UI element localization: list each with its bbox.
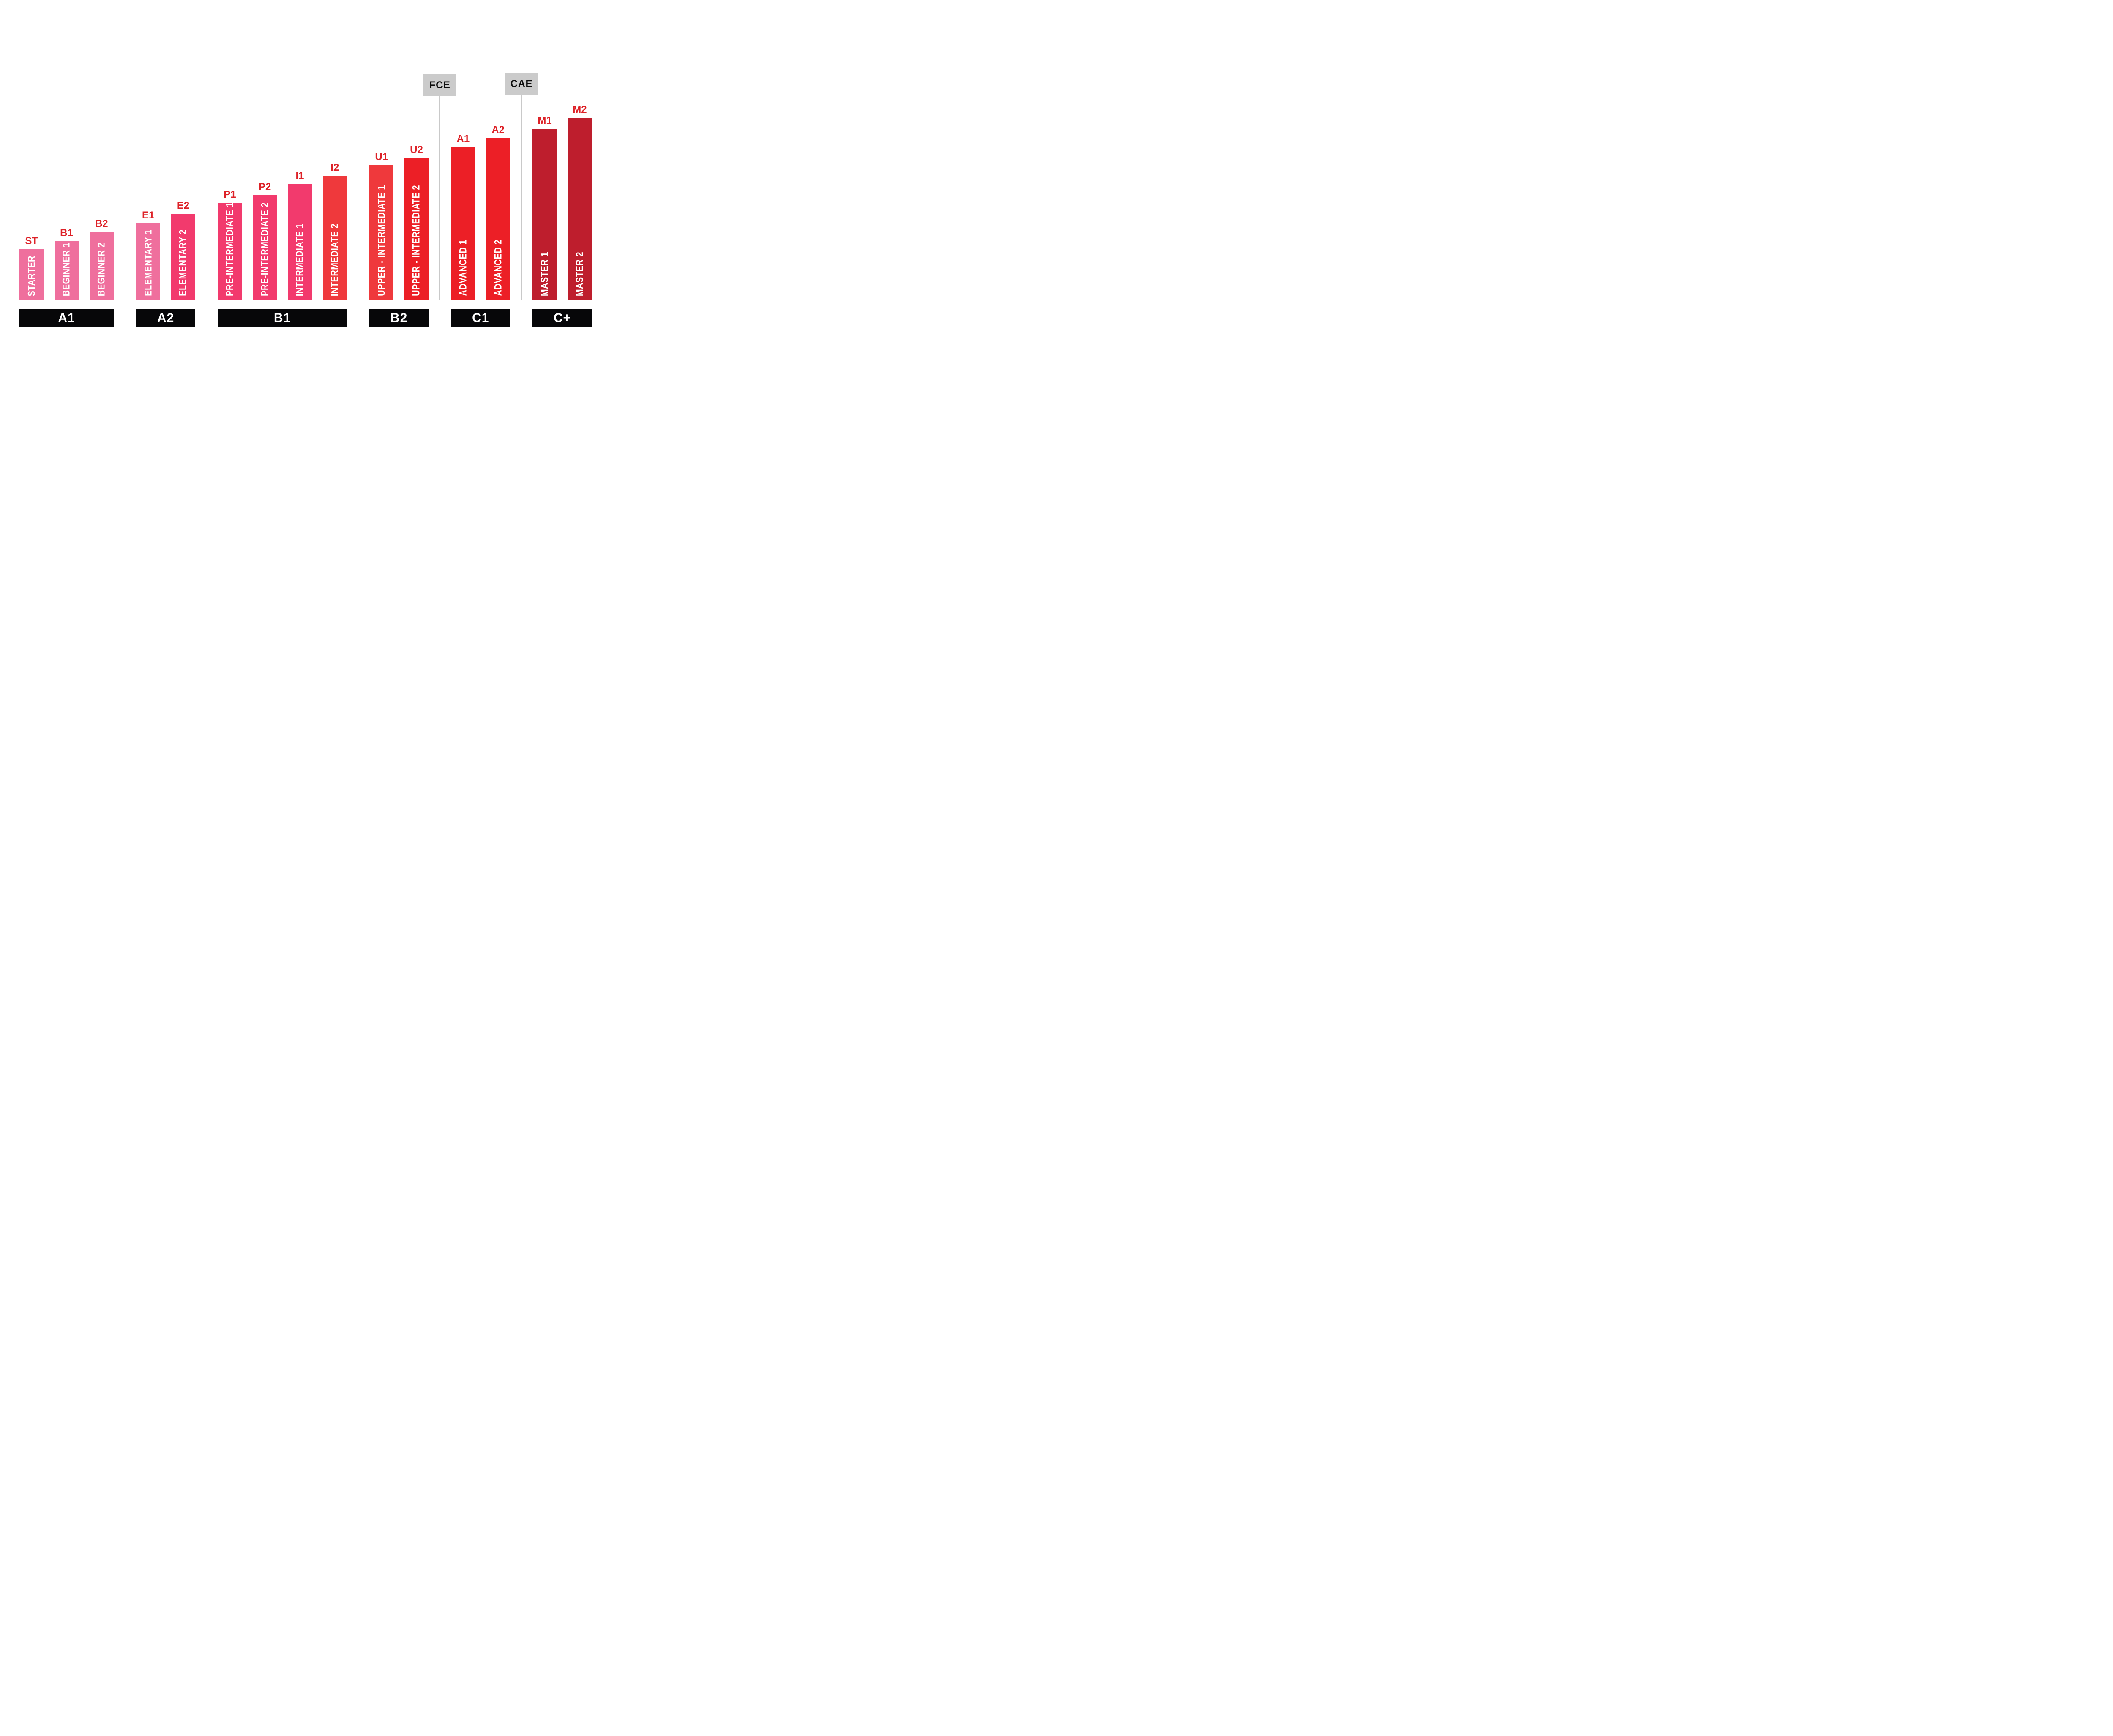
bar-code-label-P1: P1: [224, 189, 236, 200]
bar-name-label: BEGINNER 1: [61, 242, 72, 296]
bar-name-label: INTERMEDIATE 2: [329, 223, 341, 296]
level-bar-E1: ELEMENTARY 1: [136, 223, 161, 300]
level-bar-U1: UPPER - INTERMEDIATE 1: [369, 165, 394, 300]
cefr-band-B2: B2: [369, 309, 429, 327]
bar-name-label: STARTER: [26, 255, 38, 296]
bar-name-label: UPPER - INTERMEDIATE 1: [376, 185, 388, 296]
level-bar-I1: INTERMEDIATE 1: [287, 184, 312, 300]
level-bar-B1: BEGINNER 1: [54, 241, 79, 300]
bar-code-label-M1: M1: [538, 115, 552, 126]
bar-code-label-U2: U2: [410, 144, 423, 155]
cefr-band-C1: C1: [451, 309, 511, 327]
level-chart-canvas: STARTER ST BEGINNER 1 B1 BEGINNER 2 B2 A1 ELEME…: [0, 0, 641, 347]
bar-name-label: UPPER - INTERMEDIATE 2: [411, 185, 422, 296]
bar-name-label: PRE-INTERMEDIATE 1: [224, 202, 236, 296]
level-bar-A1: ADVANCED 1: [451, 147, 475, 300]
bar-name-label: ELEMENTARY 2: [177, 229, 189, 296]
exam-marker-line-CAE: [521, 95, 522, 300]
bar-code-label-B2: B2: [95, 218, 108, 229]
level-bar-B2: BEGINNER 2: [89, 232, 114, 300]
bar-code-label-A1: A1: [456, 133, 470, 144]
bar-name-label: PRE-INTERMEDIATE 2: [259, 202, 271, 296]
bar-code-label-I2: I2: [330, 162, 339, 173]
bar-name-label: BEGINNER 2: [96, 242, 107, 296]
exam-marker-FCE: FCE: [423, 74, 456, 96]
bar-code-label-E1: E1: [142, 210, 155, 221]
bar-name-label: MASTER 2: [574, 251, 586, 296]
level-bar-M1: MASTER 1: [532, 129, 557, 300]
level-bar-P2: PRE-INTERMEDIATE 2: [253, 195, 277, 300]
bar-name-label: ADVANCED 2: [492, 240, 504, 296]
bar-code-label-B1: B1: [60, 227, 73, 239]
level-bar-U2: UPPER - INTERMEDIATE 2: [404, 158, 429, 300]
level-bar-M2: MASTER 2: [568, 118, 592, 300]
bar-code-label-U1: U1: [375, 151, 388, 163]
exam-marker-line-FCE: [439, 96, 441, 300]
bar-name-label: ELEMENTARY 1: [142, 229, 154, 296]
bar-code-label-I1: I1: [295, 170, 304, 182]
bar-name-label: INTERMEDIATE 1: [294, 223, 306, 296]
cefr-band-A2: A2: [136, 309, 196, 327]
level-bar-I2: INTERMEDIATE 2: [322, 176, 347, 300]
bar-name-label: MASTER 1: [539, 251, 551, 296]
cefr-band-B1: B1: [218, 309, 347, 327]
level-bar-P1: PRE-INTERMEDIATE 1: [218, 202, 242, 300]
bar-code-label-ST: ST: [25, 235, 38, 247]
level-bar-ST: STARTER: [19, 249, 44, 300]
bar-code-label-P2: P2: [259, 181, 271, 193]
exam-marker-CAE: CAE: [505, 73, 538, 95]
level-bar-A2: ADVANCED 2: [486, 138, 511, 300]
bar-code-label-E2: E2: [177, 200, 190, 211]
cefr-band-C+: C+: [532, 309, 592, 327]
bar-code-label-A2: A2: [491, 124, 505, 136]
cefr-band-A1: A1: [19, 309, 114, 327]
bar-code-label-M2: M2: [573, 104, 587, 115]
level-bar-E2: ELEMENTARY 2: [171, 214, 196, 300]
bar-name-label: ADVANCED 1: [457, 240, 469, 296]
